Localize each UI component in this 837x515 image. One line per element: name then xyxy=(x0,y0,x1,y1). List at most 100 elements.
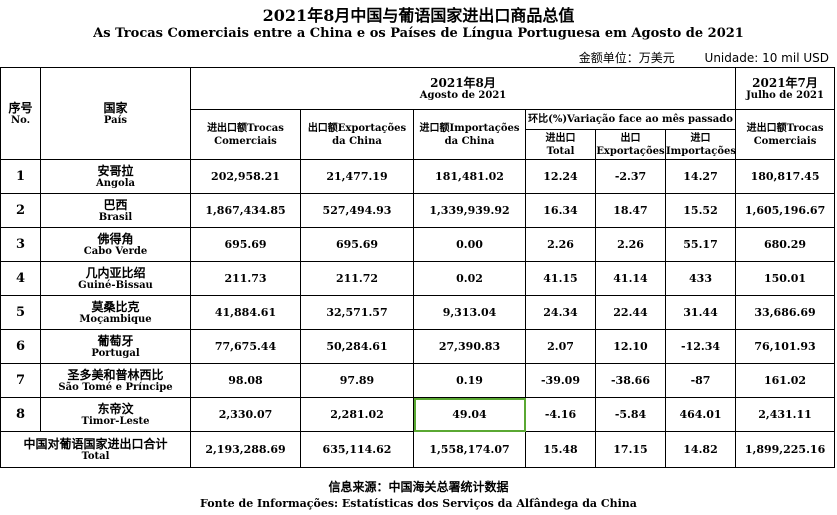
cell-jul[interactable]: 76,101.93 xyxy=(735,329,836,364)
cell-no[interactable]: 4 xyxy=(0,261,41,296)
cell-var-exports[interactable]: -5.84 xyxy=(595,397,666,432)
cell-imports[interactable]: 9,313.04 xyxy=(413,295,526,330)
cell-jul[interactable]: 33,686.69 xyxy=(735,295,836,330)
cell-no[interactable]: 6 xyxy=(0,329,41,364)
cell-country[interactable]: 安哥拉 Angola xyxy=(40,159,191,194)
table-row: 6 葡萄牙 Portugal 77,675.44 50,284.61 27,390… xyxy=(0,329,836,364)
cell-total[interactable]: 202,958.21 xyxy=(190,159,301,194)
cell-var-imports[interactable]: 31.44 xyxy=(664,295,737,330)
cell-exports[interactable]: 2,281.02 xyxy=(300,397,414,432)
cell-exports[interactable]: 21,477.19 xyxy=(300,159,414,194)
cell-imports-selected[interactable]: 49.04 xyxy=(413,397,526,432)
cell-total[interactable]: 77,675.44 xyxy=(190,329,301,364)
cell-total[interactable]: 1,867,434.85 xyxy=(190,193,301,228)
cell-total[interactable]: 98.08 xyxy=(190,363,301,398)
cell-exports[interactable]: 211.72 xyxy=(300,261,414,296)
header-exports[interactable]: 出口额Exportações da China xyxy=(300,109,414,160)
cell-var-exports[interactable]: 41.14 xyxy=(595,261,666,296)
cell-var-total[interactable]: 24.34 xyxy=(525,295,596,330)
header-var-exports[interactable]: 出口 Exportações xyxy=(595,129,666,160)
cell-exports[interactable]: 97.89 xyxy=(300,363,414,398)
cell-country[interactable]: 圣多美和普林西比 São Tomé e Príncipe xyxy=(40,363,191,398)
header-variation[interactable]: 环比(%)Variação face ao mês passado xyxy=(524,109,737,130)
cell-country[interactable]: 几内亚比绍 Guiné-Bissau xyxy=(40,261,191,296)
cell-country[interactable]: 巴西 Brasil xyxy=(40,193,191,228)
cell-var-exports[interactable]: 17.15 xyxy=(595,431,666,468)
table-row: 7 圣多美和普林西比 São Tomé e Príncipe 98.08 97.8… xyxy=(0,363,836,398)
cell-jul[interactable]: 161.02 xyxy=(735,363,836,398)
cell-imports[interactable]: 0.19 xyxy=(413,363,526,398)
cell-var-imports[interactable]: -12.34 xyxy=(664,329,737,364)
header-jul-trade[interactable]: 进出口额Trocas Comerciais xyxy=(735,109,836,160)
header-var-total[interactable]: 进出口 Total xyxy=(525,129,596,160)
cell-no[interactable]: 3 xyxy=(0,227,41,262)
cell-total-label[interactable]: 中国对葡语国家进出口合计 Total xyxy=(0,431,191,468)
cell-var-imports[interactable]: 15.52 xyxy=(664,193,737,228)
cell-jul[interactable]: 150.01 xyxy=(735,261,836,296)
cell-imports[interactable]: 1,339,939.92 xyxy=(413,193,526,228)
cell-total[interactable]: 211.73 xyxy=(190,261,301,296)
cell-var-total[interactable]: -4.16 xyxy=(525,397,596,432)
cell-total[interactable]: 2,193,288.69 xyxy=(190,431,301,468)
cell-var-imports[interactable]: 464.01 xyxy=(664,397,737,432)
cell-var-imports[interactable]: 55.17 xyxy=(664,227,737,262)
cell-var-total[interactable]: 15.48 xyxy=(525,431,596,468)
cell-total[interactable]: 2,330.07 xyxy=(190,397,301,432)
cell-country[interactable]: 葡萄牙 Portugal xyxy=(40,329,191,364)
cell-country[interactable]: 莫桑比克 Moçambique xyxy=(40,295,191,330)
cell-jul[interactable]: 1,605,196.67 xyxy=(735,193,836,228)
cell-var-total[interactable]: 12.24 xyxy=(525,159,596,194)
source-cn: 信息来源：中国海关总署统计数据 xyxy=(328,480,509,494)
cell-var-total[interactable]: 41.15 xyxy=(525,261,596,296)
table-row: 5 莫桑比克 Moçambique 41,884.61 32,571.57 9,3… xyxy=(0,295,836,330)
cell-country[interactable]: 佛得角 Cabo Verde xyxy=(40,227,191,262)
cell-exports[interactable]: 50,284.61 xyxy=(300,329,414,364)
cell-no[interactable]: 8 xyxy=(0,397,41,432)
cell-var-exports[interactable]: 2.26 xyxy=(595,227,666,262)
cell-jul[interactable]: 180,817.45 xyxy=(735,159,836,194)
cell-total[interactable]: 695.69 xyxy=(190,227,301,262)
cell-exports[interactable]: 527,494.93 xyxy=(300,193,414,228)
header-jul-2021[interactable]: 2021年7月 Julho de 2021 xyxy=(735,67,836,110)
cell-var-total[interactable]: 2.07 xyxy=(525,329,596,364)
cell-exports[interactable]: 635,114.62 xyxy=(300,431,414,468)
cell-var-imports[interactable]: 433 xyxy=(664,261,737,296)
cell-jul[interactable]: 680.29 xyxy=(735,227,836,262)
cell-exports[interactable]: 32,571.57 xyxy=(300,295,414,330)
cell-imports[interactable]: 27,390.83 xyxy=(413,329,526,364)
cell-jul[interactable]: 1,899,225.16 xyxy=(735,431,836,468)
trade-table: 序号 No. 国家 País 2021年8月 Agosto de 2021 2021年… xyxy=(0,67,836,468)
cell-no[interactable]: 5 xyxy=(0,295,41,330)
header-no[interactable]: 序号 No. xyxy=(0,67,41,160)
cell-var-total[interactable]: -39.09 xyxy=(525,363,596,398)
header-aug-2021[interactable]: 2021年8月 Agosto de 2021 xyxy=(189,67,737,110)
cell-var-total[interactable]: 2.26 xyxy=(525,227,596,262)
source-pt: Fonte de Informações: Estatísticas dos S… xyxy=(200,497,637,510)
cell-imports[interactable]: 181,481.02 xyxy=(413,159,526,194)
cell-no[interactable]: 2 xyxy=(0,193,41,228)
cell-imports[interactable]: 0.02 xyxy=(413,261,526,296)
header-var-imports[interactable]: 进口 Importações xyxy=(664,129,737,160)
cell-var-imports[interactable]: 14.82 xyxy=(664,431,737,468)
cell-total[interactable]: 41,884.61 xyxy=(190,295,301,330)
cell-var-exports[interactable]: -38.66 xyxy=(595,363,666,398)
cell-var-exports[interactable]: 12.10 xyxy=(595,329,666,364)
header-country[interactable]: 国家 País xyxy=(40,67,191,160)
cell-no[interactable]: 7 xyxy=(0,363,41,398)
cell-var-total[interactable]: 16.34 xyxy=(525,193,596,228)
cell-country[interactable]: 东帝汶 Timor-Leste xyxy=(40,397,191,432)
cell-no[interactable]: 1 xyxy=(0,159,41,194)
cell-var-imports[interactable]: -87 xyxy=(664,363,737,398)
header-trade-total[interactable]: 进出口额Trocas Comerciais xyxy=(190,109,301,160)
cell-imports[interactable]: 0.00 xyxy=(413,227,526,262)
cell-exports[interactable]: 695.69 xyxy=(300,227,414,262)
cell-var-exports[interactable]: 18.47 xyxy=(595,193,666,228)
cell-var-imports[interactable]: 14.27 xyxy=(664,159,737,194)
cell-var-exports[interactable]: -2.37 xyxy=(595,159,666,194)
cell-var-exports[interactable]: 22.44 xyxy=(595,295,666,330)
table-row: 8 东帝汶 Timor-Leste 2,330.07 2,281.02 49.04… xyxy=(0,397,836,432)
cell-imports[interactable]: 1,558,174.07 xyxy=(413,431,526,468)
header-imports[interactable]: 进口额Importações da China xyxy=(413,109,526,160)
cell-jul[interactable]: 2,431.11 xyxy=(735,397,836,432)
